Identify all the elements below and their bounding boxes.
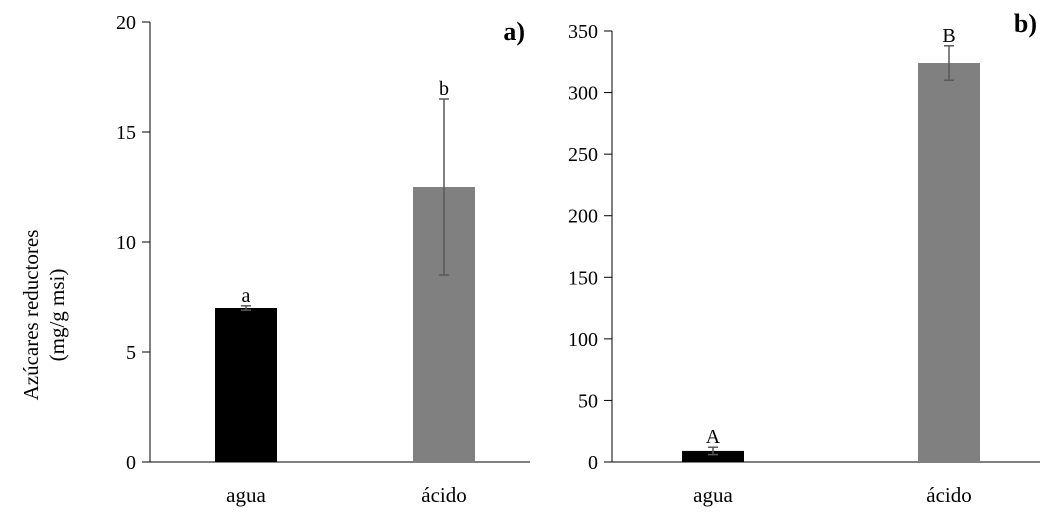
y-tick-label: 0 [126,452,136,474]
y-tick-label: 150 [568,267,598,289]
panel-label-a: a) [503,17,525,46]
y-tick-label: 5 [126,342,136,364]
panel-label-b: b) [1014,9,1037,38]
y-tick-label: 250 [568,144,598,166]
y-tick-label: 20 [116,12,136,34]
y-tick-label: 200 [568,206,598,228]
y-tick-label: 100 [568,329,598,351]
chart-panel-a: Azúcares reductores (mg/g msi) a) 0 5 10 15… [19,12,530,507]
y-axis-label-line-2: (mg/g msi) [45,269,69,362]
significance-label: A [706,426,721,448]
significance-label: B [942,25,955,47]
y-tick-label: 0 [588,452,598,474]
y-tick-label: 15 [116,122,136,144]
y-tick-label: 10 [116,232,136,254]
bar-agua [682,450,744,462]
y-tick-label: 50 [578,390,598,412]
x-tick-label: ácido [421,483,466,507]
y-tick-label: 300 [568,83,598,105]
x-tick-label: agua [693,483,733,507]
significance-label: a [242,285,251,307]
bar-ácido [918,63,980,462]
x-tick-label: ácido [926,483,971,507]
significance-label: b [439,78,449,100]
y-axis-label-line-1: Azúcares reductores [19,230,43,401]
bar-agua [215,308,277,462]
y-tick-label: 350 [568,21,598,43]
x-tick-label: agua [226,483,266,507]
